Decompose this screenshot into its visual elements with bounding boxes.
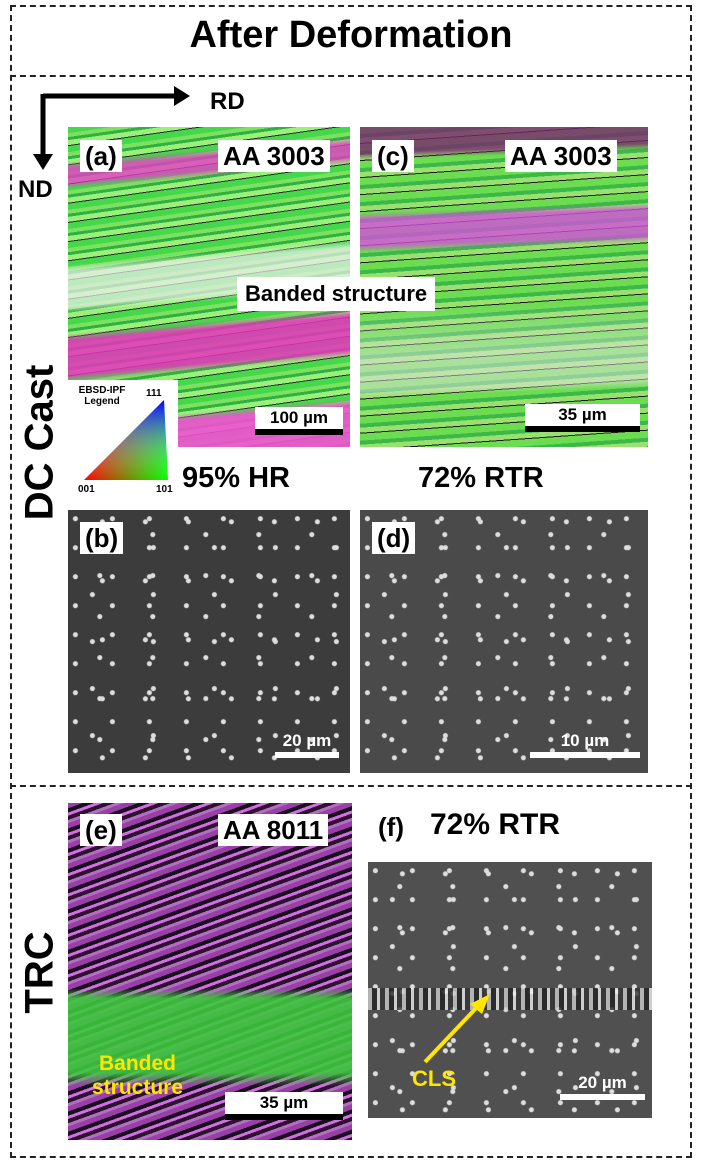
condition-label: 72% RTR xyxy=(418,462,544,494)
cls-band xyxy=(368,988,652,1010)
banded-annotation: Banded structure xyxy=(92,1052,183,1100)
legend-corner: 001 xyxy=(78,484,95,495)
scale-text: 35 µm xyxy=(225,1092,343,1114)
condition-label: 72% RTR xyxy=(430,808,561,841)
ipf-triangle xyxy=(84,400,168,480)
panel-tag: (e) xyxy=(80,814,122,846)
scale-bar: 10 µm xyxy=(530,730,640,758)
annotation-line: Banded xyxy=(99,1052,177,1075)
sem-image xyxy=(368,862,652,1118)
scale-text: 35 µm xyxy=(525,404,640,426)
legend-title-line: EBSD-IPF xyxy=(78,385,126,396)
condition-label: 95% HR xyxy=(182,462,290,494)
section-label: TRC xyxy=(17,931,62,1014)
panel-tag: (a) xyxy=(80,140,122,172)
alloy-label: AA 3003 xyxy=(505,140,617,172)
axis-arrows xyxy=(33,86,190,170)
scale-text: 10 µm xyxy=(560,731,610,750)
alloy-label: AA 3003 xyxy=(218,140,330,172)
sem-image xyxy=(68,510,350,773)
scale-text: 100 µm xyxy=(255,407,343,429)
cls-label: CLS xyxy=(412,1066,456,1091)
scale-bar: 100 µm xyxy=(255,407,343,435)
scale-bar: 35 µm xyxy=(225,1092,343,1120)
ebsd-map xyxy=(68,803,352,1140)
section-label: DC Cast xyxy=(17,364,62,521)
scale-bar: 20 µm xyxy=(560,1072,645,1100)
panel-tag: (d) xyxy=(372,522,416,554)
alloy-label: AA 8011 xyxy=(218,814,329,846)
annotation-line: structure xyxy=(92,1076,184,1099)
section-divider xyxy=(10,785,692,787)
scale-text: 20 µm xyxy=(282,731,332,750)
scale-bar: 20 µm xyxy=(275,730,339,758)
legend-corner: 101 xyxy=(156,484,173,495)
rd-label: RD xyxy=(210,88,245,115)
scale-bar: 35 µm xyxy=(525,404,640,432)
scale-text: 20 µm xyxy=(578,1073,627,1092)
panel-tag: (b) xyxy=(80,522,124,554)
panel-tag: (c) xyxy=(372,140,414,172)
legend-corner: 111 xyxy=(146,388,162,399)
legend-title: EBSD-IPF Legend xyxy=(72,385,132,407)
cls-arrow xyxy=(423,994,490,1064)
legend-title-line: Legend xyxy=(84,396,120,407)
panel-tag: (f) xyxy=(378,812,404,842)
banded-label: Banded structure xyxy=(237,277,436,311)
nd-label: ND xyxy=(18,176,53,203)
outer-frame xyxy=(10,5,692,1158)
title: After Deformation xyxy=(189,14,513,56)
title-box xyxy=(10,5,692,77)
